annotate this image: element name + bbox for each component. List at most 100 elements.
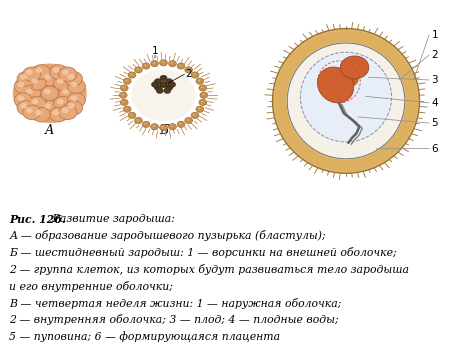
Text: А: А — [45, 124, 55, 137]
Circle shape — [68, 74, 74, 80]
Circle shape — [54, 76, 72, 90]
Circle shape — [20, 74, 27, 80]
Circle shape — [28, 76, 46, 90]
Text: 5 — пуповина; 6 — формирующаяся плацента: 5 — пуповина; 6 — формирующаяся плацента — [9, 331, 281, 342]
Circle shape — [23, 67, 41, 82]
Circle shape — [137, 119, 139, 121]
Circle shape — [49, 65, 67, 79]
Circle shape — [53, 67, 59, 73]
Circle shape — [144, 64, 146, 66]
Circle shape — [62, 89, 69, 94]
Circle shape — [191, 112, 199, 119]
Circle shape — [162, 126, 164, 128]
Circle shape — [128, 112, 136, 119]
Ellipse shape — [286, 42, 406, 159]
Circle shape — [17, 71, 35, 86]
Text: 5: 5 — [431, 118, 438, 128]
Circle shape — [13, 64, 87, 123]
Circle shape — [67, 79, 85, 94]
Circle shape — [18, 82, 24, 87]
Circle shape — [179, 64, 182, 66]
Circle shape — [67, 93, 85, 107]
Circle shape — [41, 101, 59, 115]
Circle shape — [26, 108, 33, 113]
Circle shape — [68, 103, 74, 109]
Ellipse shape — [284, 40, 408, 162]
Circle shape — [187, 68, 189, 70]
Circle shape — [142, 121, 150, 127]
Circle shape — [169, 82, 176, 87]
Circle shape — [71, 95, 77, 101]
Circle shape — [130, 114, 133, 115]
Circle shape — [123, 106, 131, 112]
Circle shape — [71, 82, 77, 87]
Circle shape — [151, 124, 158, 130]
Circle shape — [41, 71, 59, 86]
Circle shape — [156, 88, 163, 94]
Circle shape — [23, 105, 41, 120]
Text: В: В — [318, 124, 327, 137]
Circle shape — [53, 110, 59, 115]
Circle shape — [64, 71, 82, 86]
Circle shape — [153, 62, 155, 64]
Text: 1: 1 — [431, 30, 438, 40]
Text: 1: 1 — [152, 46, 158, 56]
Circle shape — [31, 78, 38, 84]
Circle shape — [44, 74, 51, 80]
Circle shape — [166, 85, 173, 90]
Circle shape — [169, 61, 176, 67]
Circle shape — [152, 82, 158, 87]
Circle shape — [54, 96, 72, 111]
Circle shape — [119, 92, 127, 98]
Circle shape — [137, 68, 139, 70]
Circle shape — [49, 107, 67, 122]
Circle shape — [177, 63, 185, 69]
Circle shape — [164, 88, 171, 94]
Ellipse shape — [280, 36, 412, 166]
Circle shape — [121, 94, 124, 95]
Text: А — образование зародышевого пузырька (бластулы);: А — образование зародышевого пузырька (б… — [9, 231, 326, 241]
Circle shape — [179, 122, 182, 125]
Text: 2: 2 — [431, 50, 438, 60]
Circle shape — [142, 63, 150, 69]
Circle shape — [59, 86, 77, 101]
Circle shape — [130, 73, 133, 75]
Ellipse shape — [276, 32, 416, 170]
Circle shape — [44, 103, 51, 109]
Circle shape — [200, 92, 208, 98]
Circle shape — [151, 61, 158, 67]
Circle shape — [196, 78, 204, 84]
Circle shape — [185, 117, 192, 124]
Circle shape — [202, 94, 204, 95]
Circle shape — [160, 125, 167, 131]
Circle shape — [199, 85, 207, 91]
Circle shape — [57, 99, 64, 105]
Circle shape — [64, 101, 82, 115]
Circle shape — [26, 70, 33, 75]
Circle shape — [199, 99, 207, 106]
Circle shape — [169, 124, 176, 130]
Circle shape — [26, 89, 33, 94]
Circle shape — [57, 78, 64, 84]
Circle shape — [340, 56, 369, 79]
Ellipse shape — [274, 30, 418, 171]
Circle shape — [41, 86, 59, 101]
Text: Б: Б — [159, 124, 168, 137]
Circle shape — [62, 70, 69, 75]
Circle shape — [162, 61, 164, 63]
Circle shape — [59, 67, 77, 82]
Circle shape — [171, 62, 173, 64]
Circle shape — [32, 107, 50, 122]
Circle shape — [153, 125, 155, 127]
Circle shape — [123, 78, 131, 84]
Circle shape — [120, 85, 128, 91]
Text: Развитие зародыша:: Развитие зародыша: — [48, 214, 174, 224]
Circle shape — [135, 117, 142, 124]
Circle shape — [155, 85, 161, 90]
Circle shape — [31, 99, 38, 105]
Circle shape — [166, 78, 173, 84]
Circle shape — [32, 65, 50, 79]
Circle shape — [155, 78, 161, 84]
Circle shape — [20, 103, 27, 109]
Circle shape — [187, 119, 189, 121]
